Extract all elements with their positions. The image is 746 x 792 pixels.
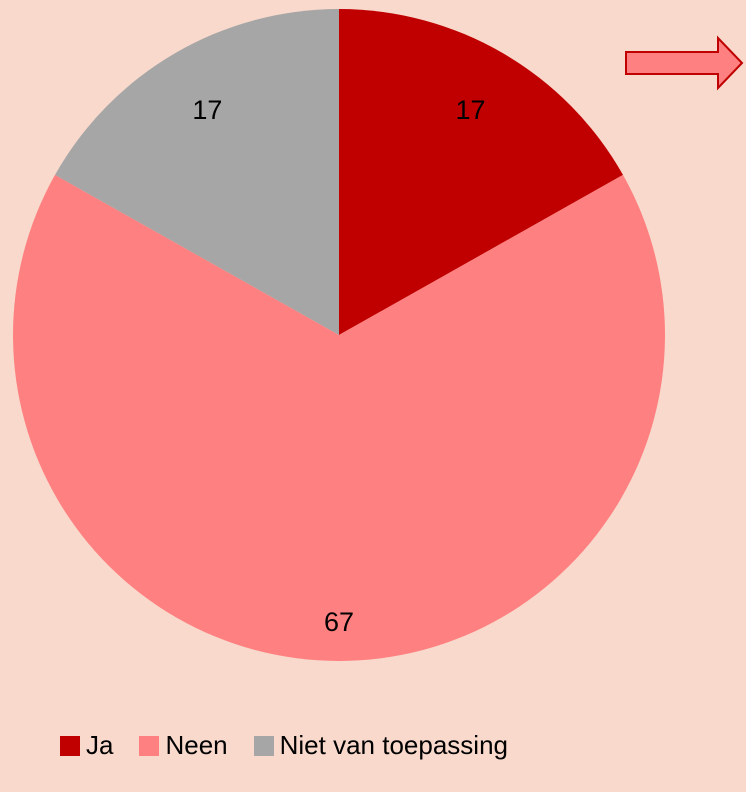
- legend-item-ja: Ja: [60, 730, 113, 761]
- legend-swatch-ja: [60, 735, 80, 756]
- pie-slice-ja: [339, 9, 623, 335]
- pie-slices: [12, 9, 666, 662]
- pie-slice-neen: [12, 174, 666, 662]
- legend-item-niet-van-toepassing: Niet van toepassing: [253, 730, 508, 761]
- legend-swatch-niet-van-toepassing: [253, 735, 274, 756]
- data-label-neen: 67: [324, 607, 354, 637]
- legend-item-neen: Neen: [139, 730, 228, 761]
- pie-data-labels: 17 67 17: [192, 95, 485, 637]
- legend-label-ja: Ja: [86, 730, 114, 760]
- right-arrow-icon: [625, 35, 744, 91]
- pie-slice-niet-van-toepassing: [55, 9, 340, 335]
- data-label-ja: 17: [456, 95, 486, 125]
- data-label-niet-van-toepassing: 17: [192, 95, 222, 125]
- legend-swatch-neen: [139, 735, 160, 756]
- legend-label-niet-van-toepassing: Niet van toepassing: [279, 730, 508, 760]
- chart-legend: Ja Neen Niet van toepassing: [0, 730, 746, 761]
- legend-label-neen: Neen: [165, 730, 228, 760]
